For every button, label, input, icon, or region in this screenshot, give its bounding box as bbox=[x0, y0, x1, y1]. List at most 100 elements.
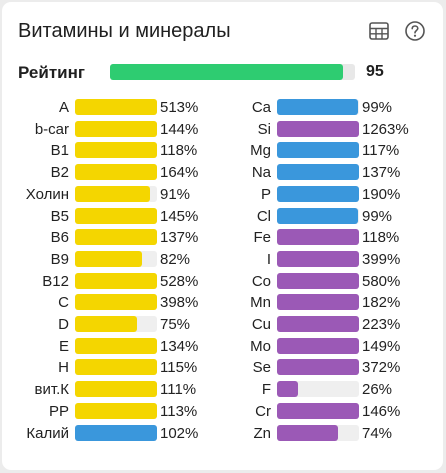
nutrient-bar-fill bbox=[277, 272, 359, 289]
nutrient-bar bbox=[75, 359, 157, 376]
nutrient-percent: 580% bbox=[362, 272, 401, 290]
nutrient-bar-fill bbox=[75, 99, 157, 115]
nutrient-label: Se bbox=[252, 359, 271, 377]
rating-value: 95 bbox=[366, 63, 384, 80]
nutrient-label: Mo bbox=[250, 337, 271, 355]
nutrient-bar bbox=[75, 424, 157, 441]
nutrient-label: Mg bbox=[250, 142, 271, 160]
nutrient-label: I bbox=[266, 250, 271, 268]
nutrient-label: C bbox=[58, 294, 69, 312]
help-icon[interactable] bbox=[404, 20, 426, 42]
nutrient-bar-fill bbox=[75, 359, 157, 376]
nutrient-bar-fill bbox=[75, 381, 157, 398]
nutrient-percent: 223% bbox=[362, 316, 401, 333]
nutrient-label: E bbox=[58, 337, 69, 355]
nutrient-percent: 82% bbox=[160, 250, 191, 268]
nutrient-bar bbox=[277, 207, 359, 224]
rating-bar-fill bbox=[110, 64, 343, 80]
nutrient-bar bbox=[75, 272, 157, 289]
nutrient-percent: 99% bbox=[362, 207, 393, 225]
nutrient-percent: 144% bbox=[160, 120, 199, 138]
nutrient-label: B9 bbox=[50, 250, 69, 268]
nutrient-label: Na bbox=[251, 164, 271, 182]
nutrient-bar-fill bbox=[75, 272, 157, 289]
nutrient-bar bbox=[277, 185, 359, 202]
nutrient-bar-fill bbox=[277, 402, 359, 419]
nutrient-percent: 149% bbox=[362, 337, 401, 355]
nutrient-bar-fill bbox=[277, 229, 359, 246]
nutrient-bar-fill bbox=[75, 424, 157, 441]
card-title: Витамины и минералы bbox=[18, 20, 231, 42]
nutrient-label: Калий bbox=[26, 424, 69, 442]
nutrient-label: Si bbox=[257, 120, 271, 138]
nutrient-percent: 113% bbox=[160, 402, 198, 420]
nutrient-bar bbox=[75, 164, 157, 181]
nutrient-percent: 102% bbox=[160, 424, 199, 442]
nutrient-bar bbox=[277, 381, 359, 398]
nutrient-label: Zn bbox=[253, 424, 271, 442]
nutrient-percent: 182% bbox=[362, 294, 401, 312]
nutrient-label: F bbox=[261, 381, 271, 399]
nutrient-label: Cu bbox=[251, 316, 271, 333]
rating-label: Рейтинг bbox=[18, 63, 85, 82]
nutrients-card: Витамины и минералы Рейтинг 95 A 513% b-ca… bbox=[2, 2, 443, 470]
nutrient-label: вит.К bbox=[34, 381, 69, 399]
nutrient-bar bbox=[277, 120, 359, 137]
nutrient-bar bbox=[277, 337, 359, 354]
nutrient-label: Cr bbox=[255, 402, 271, 420]
table-icon[interactable] bbox=[368, 20, 390, 42]
nutrient-bar-fill bbox=[75, 250, 143, 267]
nutrient-label: Холин bbox=[25, 185, 69, 203]
nutrient-label: Ca bbox=[251, 99, 271, 116]
nutrient-bar bbox=[277, 402, 359, 419]
nutrient-label: b-car bbox=[34, 120, 69, 138]
nutrient-percent: 145% bbox=[160, 207, 199, 225]
nutrient-bar-fill bbox=[277, 164, 359, 181]
nutrient-label: Mn bbox=[250, 294, 271, 312]
nutrient-bar bbox=[75, 250, 157, 267]
nutrient-bar-fill bbox=[75, 294, 157, 311]
nutrient-label: P bbox=[260, 185, 271, 203]
nutrient-percent: 75% bbox=[160, 316, 191, 333]
nutrient-percent: 117% bbox=[362, 142, 400, 160]
nutrient-bar-fill bbox=[75, 164, 157, 181]
nutrient-percent: 1263% bbox=[362, 120, 409, 138]
nutrient-label: A bbox=[58, 99, 69, 116]
nutrient-bar bbox=[277, 142, 359, 159]
nutrient-bar bbox=[277, 250, 359, 267]
nutrient-bar-fill bbox=[277, 120, 359, 137]
nutrient-bar bbox=[75, 381, 157, 398]
nutrient-bar bbox=[277, 164, 359, 181]
nutrient-bar-fill bbox=[277, 250, 359, 267]
nutrient-percent: 115% bbox=[160, 359, 198, 377]
nutrient-label: B12 bbox=[42, 272, 69, 290]
nutrient-percent: 118% bbox=[160, 142, 198, 160]
nutrient-bar-fill bbox=[75, 316, 137, 332]
nutrient-label: Co bbox=[251, 272, 271, 290]
nutrient-percent: 134% bbox=[160, 337, 199, 355]
nutrient-label: B5 bbox=[50, 207, 69, 225]
nutrient-bar-fill bbox=[277, 142, 359, 159]
nutrient-bar-fill bbox=[75, 185, 150, 202]
nutrient-bar bbox=[75, 120, 157, 137]
nutrient-bar-fill bbox=[277, 294, 359, 311]
nutrient-bar-fill bbox=[75, 402, 157, 419]
nutrient-bar bbox=[75, 402, 157, 419]
nutrient-percent: 137% bbox=[362, 164, 401, 182]
nutrient-percent: 91% bbox=[160, 185, 191, 203]
nutrient-label: H bbox=[58, 359, 69, 377]
rating-bar bbox=[110, 64, 355, 80]
nutrient-percent: 164% bbox=[160, 164, 199, 182]
nutrient-bar-fill bbox=[75, 142, 157, 159]
nutrient-bar bbox=[277, 99, 359, 115]
nutrient-bar-fill bbox=[277, 337, 359, 354]
nutrient-label: B2 bbox=[50, 164, 69, 182]
nutrient-label: D bbox=[58, 316, 69, 333]
nutrient-percent: 146% bbox=[362, 402, 401, 420]
nutrient-bar bbox=[277, 272, 359, 289]
nutrient-label: B6 bbox=[50, 229, 69, 247]
nutrient-label: Cl bbox=[256, 207, 271, 225]
nutrient-bar-fill bbox=[75, 337, 157, 354]
nutrient-bar bbox=[277, 316, 359, 332]
nutrient-bar bbox=[75, 316, 157, 332]
